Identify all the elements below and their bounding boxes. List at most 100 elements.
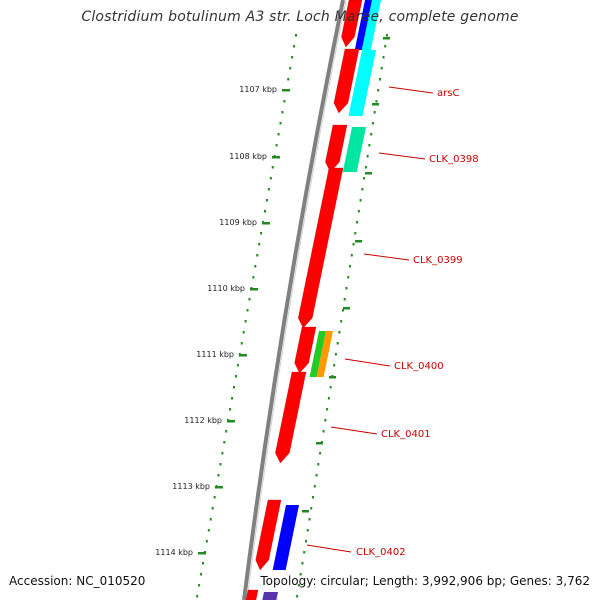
right-ruler-dot [375,100,378,103]
backbone [242,0,347,600]
major-tick [198,552,206,555]
left-ruler-dot [267,188,270,191]
left-ruler-dot [231,397,234,400]
gene-label: CLK_0402 [356,547,406,558]
feature-block [262,592,278,600]
right-ruler-dot [326,408,329,411]
left-ruler-dot [254,265,257,268]
left-ruler-dot [244,320,247,323]
right-ruler-dot [322,430,325,433]
right-ruler-dot [350,254,353,257]
left-ruler-dot [258,243,261,246]
left-ruler-dot [211,507,214,510]
right-ruler-dot [343,298,346,301]
gene-leader-line [344,358,391,367]
gene-label: CLK_0398 [429,154,479,165]
left-ruler-dot [252,276,255,279]
scale-label: 1113 kbp [172,482,210,491]
major-tick [365,172,372,175]
right-ruler-dot [308,518,311,521]
feature-block [342,127,366,172]
left-ruler-dot [221,452,224,455]
left-ruler-dot [242,331,245,334]
major-tick [372,103,379,106]
left-ruler-dot [198,584,201,587]
gene-label: CLK_0399 [413,255,463,266]
right-ruler-dot [315,474,318,477]
left-ruler-dot [200,573,203,576]
feature-block [272,505,299,570]
right-ruler-dot [380,67,383,70]
gene-label: CLK_0400 [394,361,444,372]
right-ruler-dot [313,485,316,488]
left-ruler-dot [246,309,249,312]
left-ruler-dot [283,100,286,103]
major-tick [343,307,350,310]
scale-label: 1107 kbp [239,85,277,94]
left-ruler-dot [256,254,259,257]
left-ruler-dot [248,298,251,301]
gene-label: CLK_0401 [381,429,431,440]
feature-block [316,331,333,377]
left-ruler-dot [281,111,284,114]
scale-ticks [196,34,390,598]
left-ruler-dot [275,144,278,147]
left-ruler-dot [240,342,243,345]
right-ruler-dot [347,276,350,279]
left-ruler-dot [279,122,282,125]
scale-label: 1111 kbp [196,350,234,359]
right-ruler-dot [345,287,348,290]
backbone-line [242,0,345,600]
major-tick [282,89,290,92]
right-ruler-dot [329,386,332,389]
left-ruler-dot [291,56,294,59]
gene-labels: arsC CLK_0398 CLK_0399 CLK_0400 CLK_0401 CLK_… [306,86,479,558]
right-ruler-dot [334,353,337,356]
gene-leader-line [388,86,434,94]
right-ruler-dot [386,34,388,37]
right-ruler-dot [327,397,330,400]
right-ruler-dot [303,551,306,554]
left-ruler-dot [217,474,220,477]
major-tick [272,156,280,159]
cds-feature [275,371,307,464]
left-ruler-dot [219,463,222,466]
left-ruler-dot [236,364,239,367]
right-ruler-dot [297,584,300,587]
gene-leader-line [378,152,426,160]
right-ruler-dot [357,210,360,213]
right-ruler-dot [359,199,362,202]
feature-track [245,0,381,600]
major-tick [262,222,270,225]
gene-leader-line [306,544,352,553]
right-ruler-dot [341,309,344,312]
cds-feature [325,124,348,173]
left-ruler-dot [271,166,274,169]
right-ruler-dot [324,419,327,422]
right-ruler-dot [349,265,352,268]
right-ruler-dot [333,364,336,367]
feature-block [348,50,376,116]
right-ruler-dot [354,232,357,235]
left-ruler-dot [289,67,292,70]
left-ruler-dot [205,540,208,543]
major-tick [215,486,223,489]
left-ruler-dot [265,199,268,202]
right-ruler-dot [363,177,366,180]
accession-text: Accession: NC_010520 [9,574,146,588]
right-ruler-dot [371,122,374,125]
right-ruler-dot [312,496,315,499]
left-ruler-dot [232,386,235,389]
scale-label: 1114 kbp [155,548,193,557]
right-ruler-dot [296,595,299,598]
right-ruler-dot [370,133,373,136]
feature-block [309,331,326,377]
scale-label: 1112 kbp [184,416,222,425]
right-ruler-dot [338,331,341,334]
right-ruler-dot [301,562,304,565]
right-ruler-dot [306,529,309,532]
left-ruler-dot [225,430,228,433]
major-tick [250,288,258,291]
left-ruler-dot [260,232,263,235]
scale-label: 1110 kbp [207,284,245,293]
